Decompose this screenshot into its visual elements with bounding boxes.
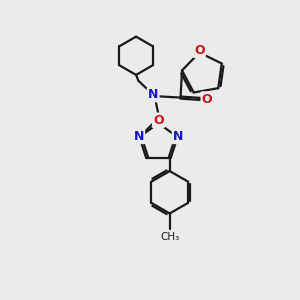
Text: N: N <box>148 88 158 101</box>
Text: O: O <box>153 114 164 127</box>
Text: O: O <box>202 93 212 106</box>
Text: CH₃: CH₃ <box>160 232 179 242</box>
Text: N: N <box>134 130 144 143</box>
Text: O: O <box>194 44 205 57</box>
Text: N: N <box>173 130 183 143</box>
